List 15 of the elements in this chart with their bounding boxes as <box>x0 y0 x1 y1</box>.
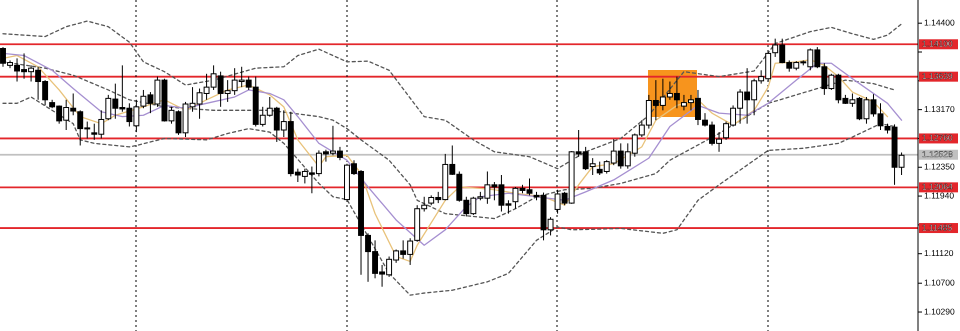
ref-line-label: 1.11485 <box>922 222 952 232</box>
ref-line-label: 1.14100 <box>922 38 953 49</box>
y-tick-label: 1.11940 <box>924 190 954 200</box>
y-tick-label: 1.11120 <box>924 248 954 258</box>
line-series <box>2 96 896 296</box>
y-tick-label: 1.10290 <box>924 306 955 316</box>
ref-line-label: 1.12064 <box>922 182 953 192</box>
y-tick-label: 1.14400 <box>924 17 955 28</box>
y-tick-label: 1.13170 <box>924 104 955 114</box>
ref-line-label: 1.12528 <box>922 149 953 159</box>
y-tick-label: 1.10700 <box>924 277 955 288</box>
line-series <box>2 20 902 170</box>
ref-line-label: 1.13639 <box>922 70 953 81</box>
ref-line-label: 1.12760 <box>922 132 953 143</box>
y-tick-label: 1.12350 <box>924 162 955 172</box>
